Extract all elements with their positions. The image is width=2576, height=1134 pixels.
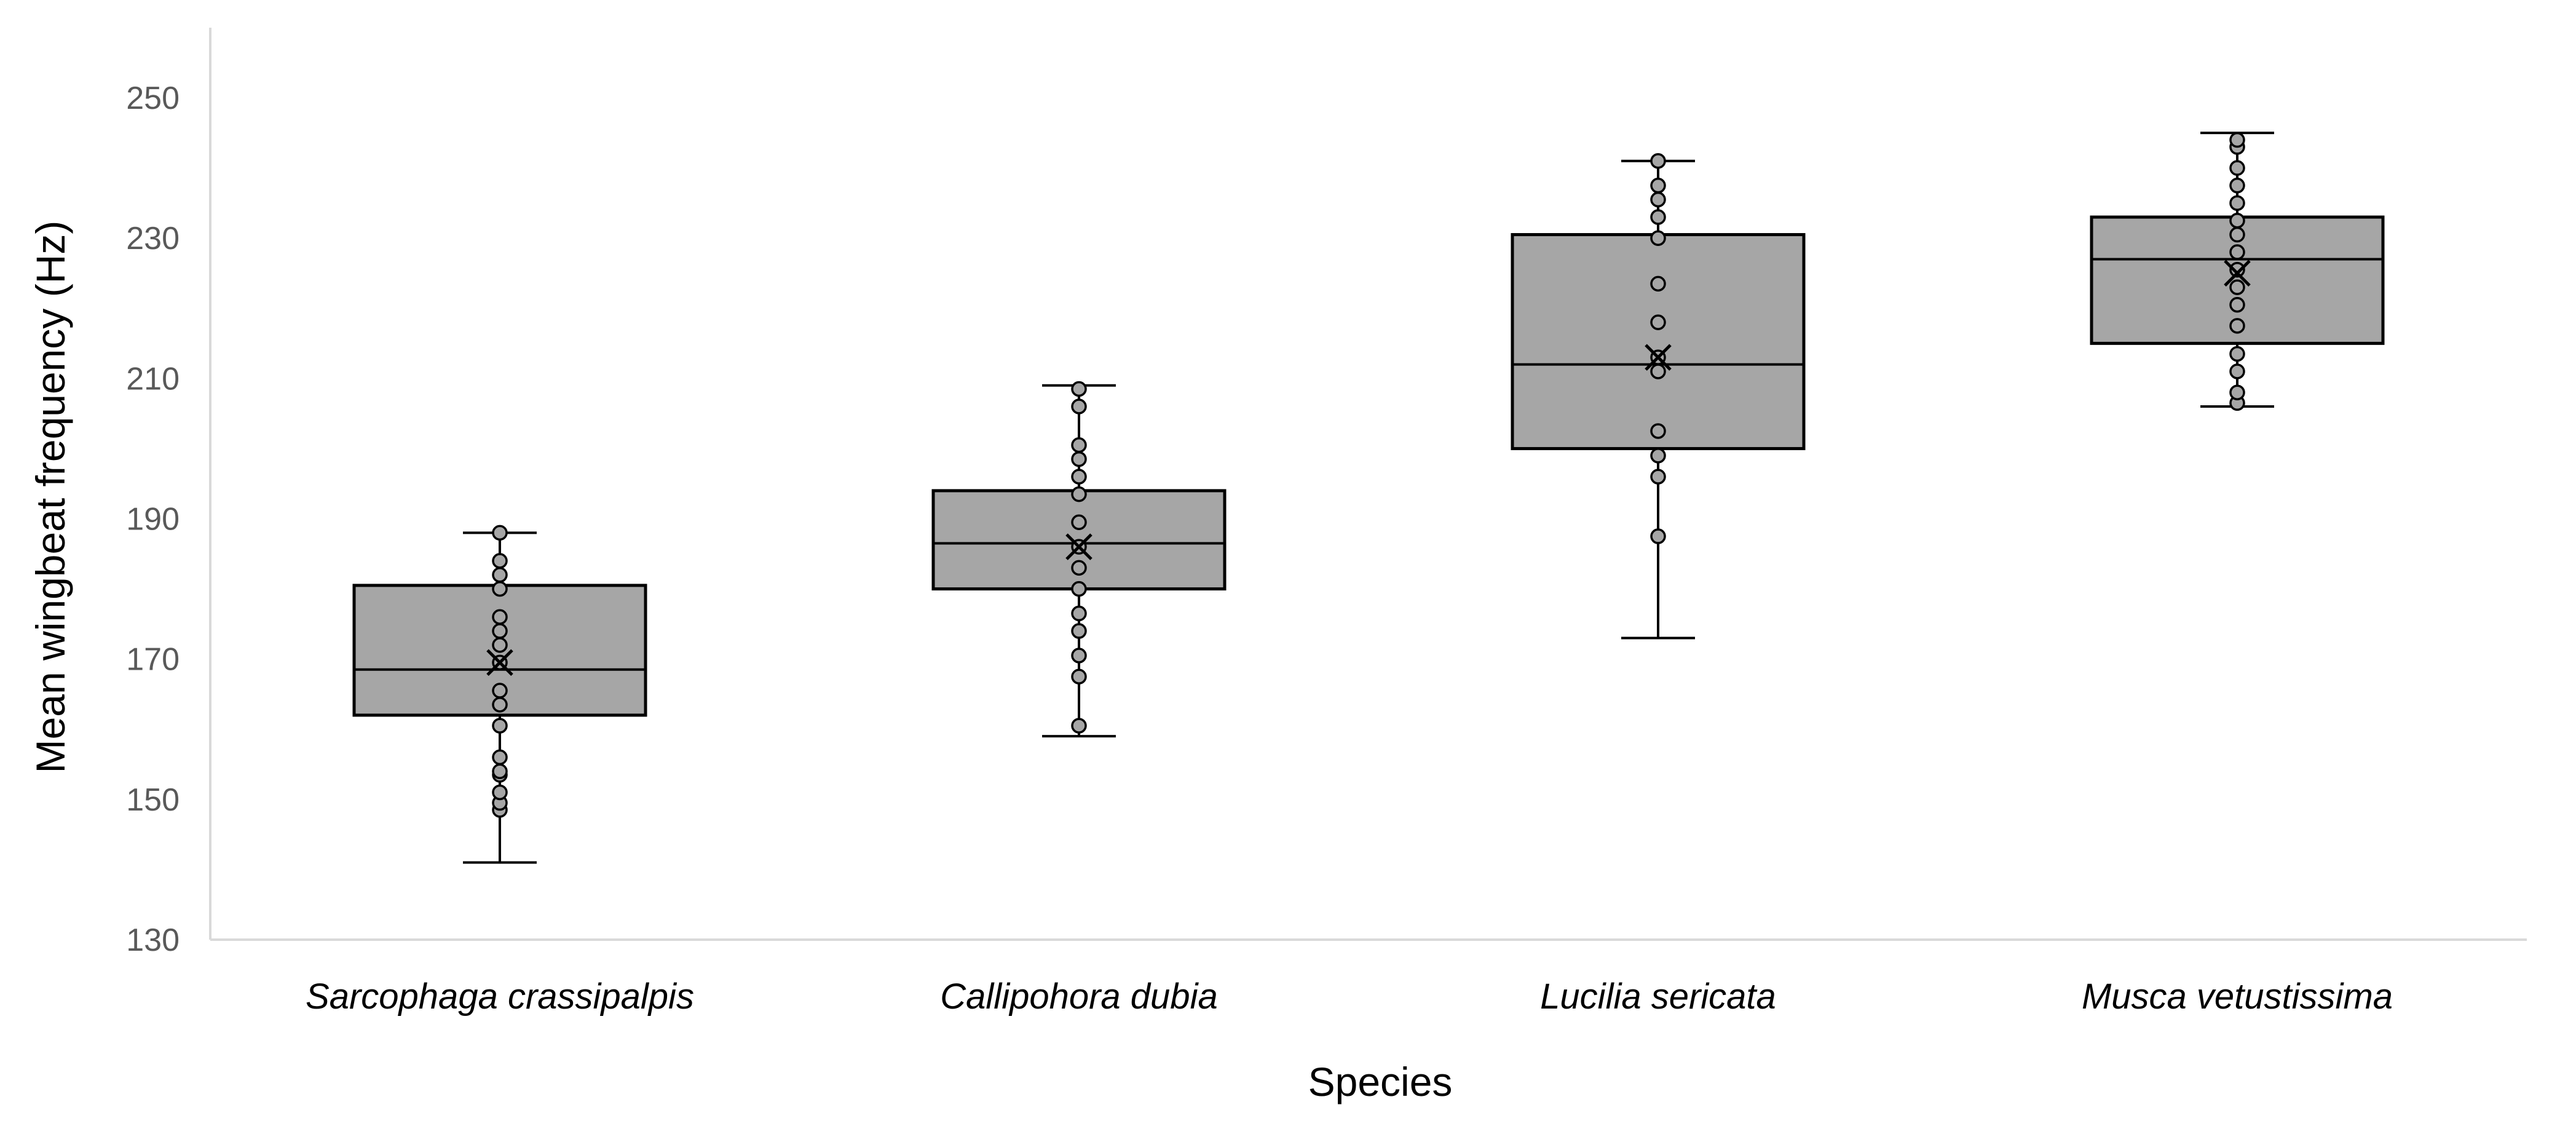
data-point <box>1071 648 1087 664</box>
box-group <box>2090 132 2385 411</box>
data-point <box>492 637 508 653</box>
data-point <box>1071 486 1087 502</box>
data-point <box>2229 195 2245 211</box>
data-point <box>2229 261 2245 278</box>
data-point <box>1071 514 1087 530</box>
data-point <box>1071 605 1087 622</box>
x-category-labels: Sarcophaga crassipalpis Callipohora dubia… <box>306 977 2393 1017</box>
data-point <box>492 609 508 625</box>
data-point <box>1650 230 1666 246</box>
box-group <box>1511 153 1806 640</box>
data-point <box>2229 212 2245 229</box>
y-tick-label: 150 <box>126 782 180 818</box>
data-point <box>1650 153 1666 169</box>
data-point <box>2229 132 2245 148</box>
data-point <box>492 763 508 779</box>
data-point <box>1071 560 1087 576</box>
data-point <box>492 749 508 766</box>
data-point <box>2229 384 2245 400</box>
data-point <box>1650 191 1666 208</box>
x-category-label: Callipohora dubia <box>940 977 1217 1017</box>
data-point <box>1071 718 1087 734</box>
data-point <box>2229 160 2245 176</box>
data-point <box>492 567 508 583</box>
mean-marker <box>1645 344 1672 371</box>
data-point <box>1071 668 1087 684</box>
x-category-label: Sarcophaga crassipalpis <box>306 977 694 1017</box>
data-point <box>1650 528 1666 544</box>
data-point <box>1650 177 1666 194</box>
mean-marker <box>1065 533 1092 560</box>
data-point <box>492 683 508 699</box>
data-point <box>2229 177 2245 194</box>
data-point <box>492 553 508 569</box>
data-point <box>1650 469 1666 485</box>
data-point <box>492 718 508 734</box>
data-point <box>2229 318 2245 334</box>
data-point <box>492 581 508 597</box>
data-point <box>1650 276 1666 292</box>
data-point <box>1071 451 1087 467</box>
box-series <box>352 132 2385 864</box>
data-point <box>2229 346 2245 362</box>
y-tick-label: 210 <box>126 361 180 397</box>
y-tick-labels: 130 150 170 190 210 230 250 <box>126 81 180 958</box>
mean-marker <box>2224 260 2251 287</box>
data-point <box>1071 381 1087 397</box>
y-axis-title: Mean wingbeat frequency (Hz) <box>28 221 73 774</box>
y-tick-label: 190 <box>126 502 180 537</box>
x-category-label: Musca vetustissima <box>2082 977 2393 1017</box>
data-point <box>1071 581 1087 597</box>
y-tick-label: 130 <box>126 922 180 958</box>
data-point <box>2229 279 2245 295</box>
y-tick-label: 250 <box>126 81 180 116</box>
box-group <box>931 381 1227 738</box>
data-point <box>492 697 508 713</box>
data-point <box>1071 469 1087 485</box>
data-point <box>1650 448 1666 464</box>
y-tick-label: 230 <box>126 221 180 256</box>
data-point <box>2229 226 2245 243</box>
data-point <box>2229 363 2245 379</box>
data-point <box>1650 209 1666 225</box>
box-group <box>352 525 647 864</box>
data-point <box>1071 437 1087 453</box>
data-point <box>492 784 508 801</box>
data-point <box>1071 623 1087 639</box>
mean-marker <box>486 649 513 676</box>
x-category-label: Lucilia sericata <box>1540 977 1776 1017</box>
data-point <box>2229 244 2245 260</box>
data-point <box>1650 423 1666 439</box>
x-axis-title: Species <box>1308 1059 1453 1104</box>
data-point <box>492 623 508 639</box>
data-point <box>2229 296 2245 313</box>
y-tick-label: 170 <box>126 642 180 678</box>
box-iqr <box>1511 233 1806 450</box>
data-point <box>1650 363 1666 379</box>
data-point <box>1071 398 1087 414</box>
axes <box>209 28 2527 941</box>
data-point <box>1650 314 1666 330</box>
data-point <box>492 525 508 541</box>
